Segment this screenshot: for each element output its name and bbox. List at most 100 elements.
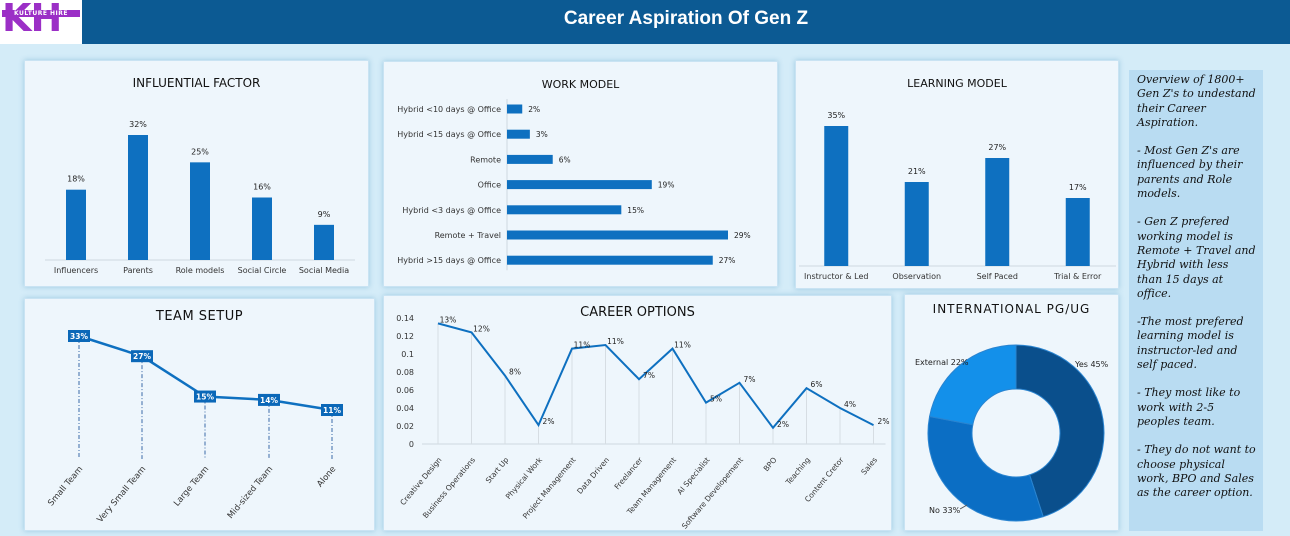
category-label: Hybrid >15 days @ Office bbox=[397, 256, 501, 265]
bar bbox=[824, 126, 849, 266]
category-label: Sales bbox=[859, 455, 879, 476]
data-label: 8% bbox=[509, 368, 521, 377]
bar bbox=[904, 182, 929, 266]
career-options-chart: 00.020.040.060.080.10.120.14 13%Creative … bbox=[396, 314, 889, 531]
bar bbox=[314, 224, 334, 260]
category-label: Software Developement bbox=[680, 455, 745, 530]
category-label: Hybrid <10 days @ Office bbox=[397, 105, 501, 114]
data-label: Yes 45% bbox=[1074, 360, 1109, 369]
learning-model-chart: 35% Instructor & Led 21% Observation 27% Self… bbox=[799, 111, 1116, 281]
data-label: 14% bbox=[260, 396, 278, 405]
data-label-box bbox=[131, 350, 153, 363]
team-setup-title: TEAM SETUP bbox=[155, 309, 244, 324]
bar bbox=[507, 104, 523, 114]
bar bbox=[128, 135, 148, 260]
y-tick-label: 0.02 bbox=[396, 422, 414, 431]
data-label: 4% bbox=[844, 400, 856, 409]
bar bbox=[507, 205, 622, 215]
data-label: 35% bbox=[827, 111, 845, 120]
bar bbox=[507, 180, 652, 190]
international-panel: INTERNATIONAL PG/UG Yes 45% No 33% Externa… bbox=[904, 294, 1119, 531]
bar bbox=[190, 162, 210, 260]
category-label: AI Specialist bbox=[675, 455, 711, 496]
y-tick-label: 0.06 bbox=[396, 386, 414, 395]
category-label: Hybrid <3 days @ Office bbox=[402, 206, 501, 215]
bar bbox=[507, 230, 728, 240]
data-label: 27% bbox=[719, 256, 736, 265]
notes-point-5: - They do not want to choose physical wo… bbox=[1137, 443, 1256, 500]
category-label: Influencers bbox=[54, 266, 98, 275]
notes-point-1: - Most Gen Z's are influenced by their p… bbox=[1137, 144, 1243, 201]
data-label: 25% bbox=[191, 147, 209, 156]
data-label-box bbox=[321, 404, 343, 416]
logo: KH KULTURE HIRE bbox=[0, 0, 82, 44]
data-label-box bbox=[68, 330, 90, 342]
data-label: 18% bbox=[67, 175, 85, 184]
leader-line bbox=[959, 504, 968, 510]
notes-point-2: - Gen Z prefered working model is Remote… bbox=[1137, 215, 1256, 300]
data-label: External 22% bbox=[915, 358, 969, 367]
career-options-panel: CAREER OPTIONS 0 0.02 0.04 0.06 0.08 0.1 0.12 0… bbox=[383, 295, 892, 531]
category-label: Trial & Error bbox=[1053, 272, 1102, 281]
category-label: Parents bbox=[123, 266, 153, 275]
logo-text: KH bbox=[2, 0, 62, 40]
data-label-box bbox=[258, 393, 280, 406]
data-label: 17% bbox=[1069, 183, 1087, 192]
data-label: 27% bbox=[988, 143, 1006, 152]
category-label: Social Circle bbox=[238, 266, 287, 275]
y-tick-label: 0.14 bbox=[396, 314, 414, 323]
influential-factor-chart: 18% Influencers 32% Parents 25% Role models 16… bbox=[45, 120, 355, 275]
header-bar: KH KULTURE HIRE Career Aspiration Of Gen… bbox=[0, 0, 1290, 44]
donut-slice bbox=[1015, 344, 1105, 518]
learning-model-title: LEARNING MODEL bbox=[907, 77, 1007, 90]
data-label: No 33% bbox=[929, 506, 961, 515]
y-tick-label: 0 bbox=[409, 440, 414, 449]
category-label: Mid-sized Team bbox=[226, 465, 276, 521]
category-label: Data Driven bbox=[575, 455, 611, 495]
data-label: 12% bbox=[473, 324, 490, 333]
data-label: 6% bbox=[559, 155, 571, 164]
category-label: Alone bbox=[315, 465, 338, 490]
y-tick-label: 0.1 bbox=[401, 350, 414, 359]
data-label: 9% bbox=[318, 210, 331, 219]
y-tick-label: 0.08 bbox=[396, 368, 414, 377]
y-tick-label: 0.12 bbox=[396, 332, 414, 341]
data-label: 19% bbox=[658, 181, 675, 190]
work-model-panel: WORK MODEL Hybrid <10 days @ Office 2% Hyb… bbox=[383, 61, 778, 287]
data-label: 16% bbox=[253, 183, 271, 192]
data-label: 2% bbox=[777, 420, 789, 429]
bar bbox=[252, 197, 272, 260]
influential-factor-title: INFLUENTIAL FACTOR bbox=[132, 76, 261, 90]
category-label: Freelancer bbox=[612, 455, 645, 491]
category-label: Teaching bbox=[783, 455, 812, 487]
notes-intro: Overview of 1800+ Gen Z's to undestand t… bbox=[1137, 73, 1256, 129]
logo-subtext: KULTURE HIRE bbox=[2, 10, 80, 17]
data-label: 6% bbox=[811, 380, 823, 389]
page-title: Career Aspiration Of Gen Z bbox=[563, 8, 809, 29]
bar bbox=[507, 129, 530, 139]
y-tick-label: 0.04 bbox=[396, 404, 414, 413]
data-label: 11% bbox=[607, 337, 624, 346]
category-label: Hybrid <15 days @ Office bbox=[397, 130, 501, 139]
work-model-chart: Hybrid <10 days @ Office 2% Hybrid <15 day… bbox=[397, 99, 751, 271]
data-label: 3% bbox=[536, 130, 548, 139]
career-options-title: CAREER OPTIONS bbox=[580, 305, 695, 320]
data-label: 13% bbox=[440, 315, 457, 324]
notes-point-4: - They most like to work with 2-5 people… bbox=[1137, 386, 1241, 428]
bar bbox=[507, 154, 553, 164]
international-chart: Yes 45% No 33% External 22% bbox=[915, 344, 1109, 522]
learning-model-panel: LEARNING MODEL 35% Instructor & Led 21% Obs… bbox=[795, 60, 1119, 289]
notes-panel: Overview of 1800+ Gen Z's to undestand t… bbox=[1129, 70, 1263, 531]
notes-point-3: -The most prefered learning model is ins… bbox=[1137, 315, 1244, 372]
category-label: BPO bbox=[762, 455, 779, 473]
bar bbox=[985, 158, 1010, 266]
category-label: Self Paced bbox=[977, 272, 1018, 281]
data-label: 5% bbox=[710, 395, 722, 404]
data-label: 11% bbox=[323, 406, 341, 415]
data-label: 33% bbox=[70, 332, 88, 341]
team-setup-panel: TEAM SETUP 33% Small Team 27% Very Small Te… bbox=[24, 298, 375, 531]
category-label: Instructor & Led bbox=[804, 272, 868, 281]
donut-slice bbox=[928, 344, 1017, 426]
category-label: Small Team bbox=[46, 465, 85, 509]
bar bbox=[507, 255, 713, 265]
